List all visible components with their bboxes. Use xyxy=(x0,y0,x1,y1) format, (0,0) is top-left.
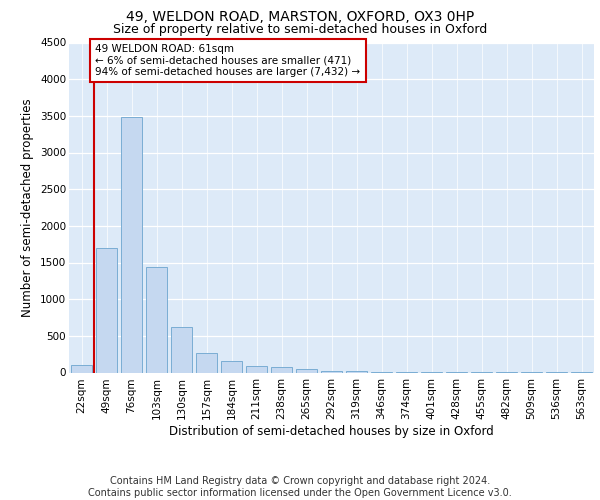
Bar xyxy=(271,367,292,372)
X-axis label: Distribution of semi-detached houses by size in Oxford: Distribution of semi-detached houses by … xyxy=(169,425,494,438)
Bar xyxy=(221,361,242,372)
Bar xyxy=(71,365,92,372)
Bar xyxy=(196,352,217,372)
Bar xyxy=(171,327,192,372)
Bar xyxy=(146,267,167,372)
Bar xyxy=(321,370,342,372)
Bar xyxy=(296,369,317,372)
Bar xyxy=(246,366,267,372)
Bar xyxy=(121,118,142,372)
Text: Size of property relative to semi-detached houses in Oxford: Size of property relative to semi-detach… xyxy=(113,22,487,36)
Text: 49 WELDON ROAD: 61sqm
← 6% of semi-detached houses are smaller (471)
94% of semi: 49 WELDON ROAD: 61sqm ← 6% of semi-detac… xyxy=(95,44,361,77)
Bar xyxy=(346,371,367,372)
Text: Contains HM Land Registry data © Crown copyright and database right 2024.
Contai: Contains HM Land Registry data © Crown c… xyxy=(88,476,512,498)
Text: 49, WELDON ROAD, MARSTON, OXFORD, OX3 0HP: 49, WELDON ROAD, MARSTON, OXFORD, OX3 0H… xyxy=(126,10,474,24)
Y-axis label: Number of semi-detached properties: Number of semi-detached properties xyxy=(22,98,34,317)
Bar xyxy=(96,248,117,372)
